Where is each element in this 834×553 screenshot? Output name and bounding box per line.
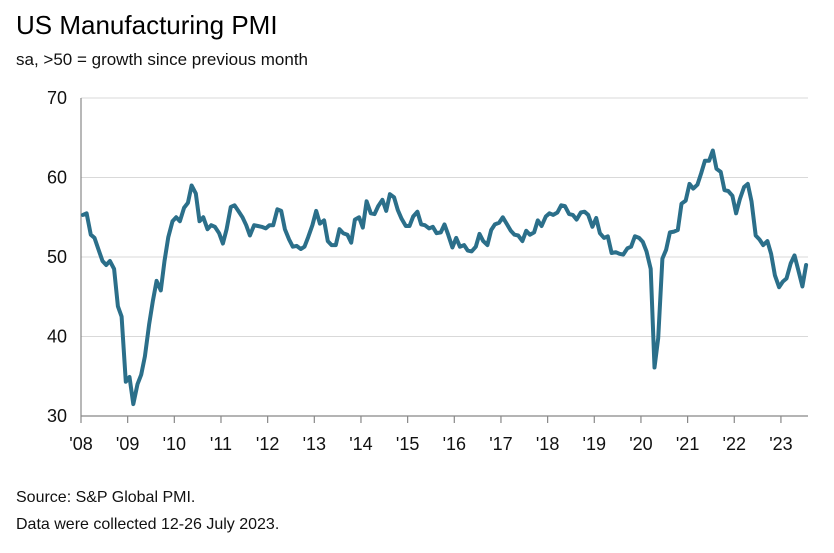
x-tick-label-15: '23 [769, 434, 792, 454]
x-tick-label-1: '09 [116, 434, 139, 454]
line-chart: 30 40 50 60 70 '08 '09 '10 '11 '12 '13 '14 '15 '16 '1… [47, 88, 809, 454]
y-tick-label-70: 70 [47, 88, 67, 108]
x-tick-label-13: '21 [676, 434, 699, 454]
y-tick-label-40: 40 [47, 327, 67, 347]
collection-note: Data were collected 12-26 July 2023. [16, 516, 280, 533]
x-tick-label-4: '12 [256, 434, 279, 454]
x-tick-label-6: '14 [349, 434, 372, 454]
y-tick-label-50: 50 [47, 247, 67, 267]
x-tick-label-2: '10 [163, 434, 186, 454]
y-tick-label-30: 30 [47, 406, 67, 426]
y-tick-labels: 30 40 50 60 70 [47, 88, 67, 426]
source-note: Source: S&P Global PMI. [16, 489, 196, 506]
x-tick-label-7: '15 [396, 434, 419, 454]
x-tick-label-3: '11 [210, 434, 232, 454]
x-tick-label-8: '16 [443, 434, 466, 454]
y-tick-label-60: 60 [47, 168, 67, 188]
x-tick-label-0: '08 [69, 434, 92, 454]
chart-subtitle: sa, >50 = growth since previous month [16, 50, 308, 69]
series-line-0 [80, 148, 809, 407]
chart-title: US Manufacturing PMI [16, 10, 278, 40]
x-tick-label-9: '17 [489, 434, 512, 454]
gridlines [81, 97, 808, 337]
x-tick-labels: '08 '09 '10 '11 '12 '13 '14 '15 '16 '17 '18 '19 '20 '… [69, 434, 792, 454]
x-tick-label-14: '22 [723, 434, 746, 454]
x-tick-label-12: '20 [629, 434, 652, 454]
x-tick-label-10: '18 [536, 434, 559, 454]
axes [80, 98, 808, 423]
x-tick-label-11: '19 [583, 434, 606, 454]
series-group [80, 148, 809, 407]
x-tick-label-5: '13 [303, 434, 326, 454]
